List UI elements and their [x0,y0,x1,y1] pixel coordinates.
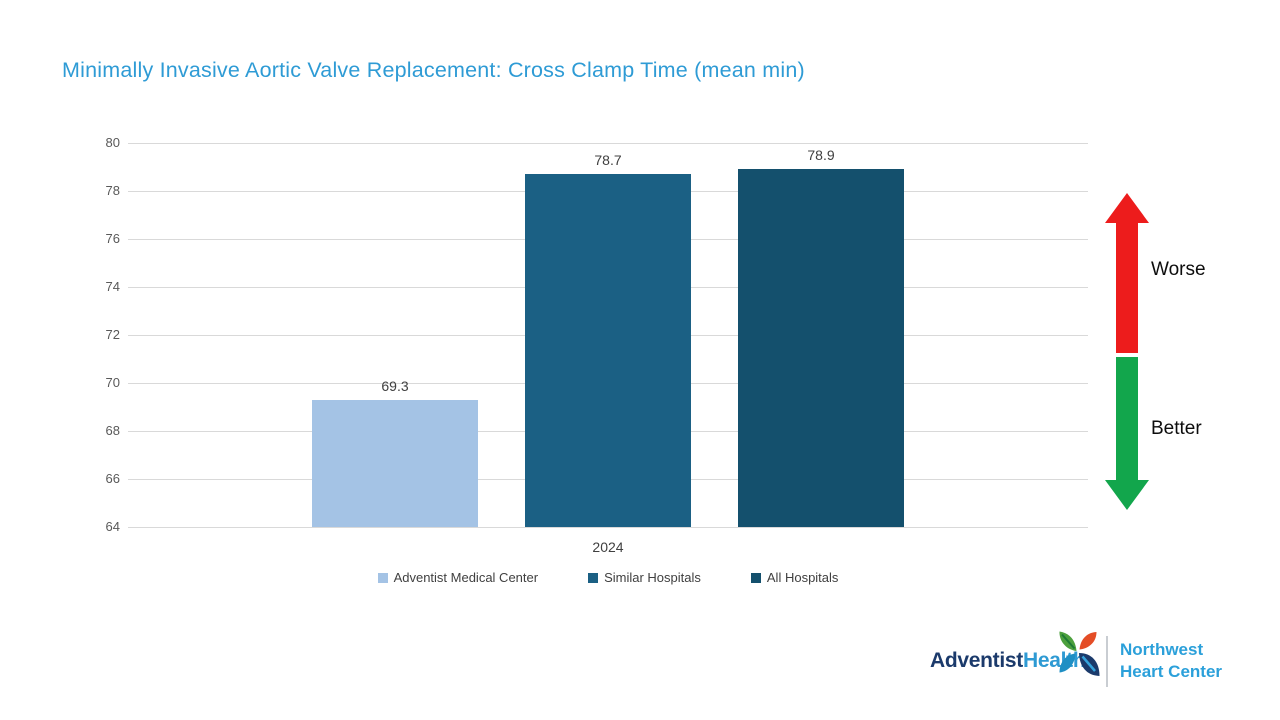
worse-label: Worse [1151,259,1206,280]
y-axis-tick-label: 70 [105,375,120,390]
legend-swatch-icon [377,572,388,583]
bar-similar-hospitals [525,174,691,527]
bar-value-label: 78.7 [594,152,622,169]
bar-adventist-medical-center [312,399,478,527]
legend-label: All Hospitals [766,570,839,585]
legend-swatch-icon [588,572,599,583]
better-arrow-down-icon [1105,357,1149,510]
worse-arrow-up-icon [1105,193,1149,353]
brand-adventist-text: Adventist [930,649,1023,672]
footer-divider [1106,636,1108,687]
bar-all-hospitals [738,169,904,527]
legend-label: Adventist Medical Center [393,570,539,585]
legend: Adventist Medical Center Similar Hospital… [128,570,1088,585]
x-axis-category-label: 2024 [592,539,624,555]
legend-item-similar-hospitals: Similar Hospitals [588,570,701,585]
y-axis-tick-label: 80 [105,135,120,150]
org-name: Northwest Heart Center [1120,639,1222,683]
bar-value-label: 69.3 [381,377,409,394]
y-axis-tick-label: 74 [105,279,120,294]
bar-chart-plot-area: 64 66 68 70 72 74 76 78 80 69.3 78.7 78.9 [106,135,1088,534]
y-axis-tick-label: 72 [105,327,120,342]
org-name-line2: Heart Center [1120,662,1223,681]
gridline [128,526,1088,528]
y-axis-tick-label: 76 [105,231,120,246]
y-axis-tick-label: 66 [105,471,120,486]
better-worse-indicator [1105,193,1149,510]
y-axis-tick-label: 68 [105,423,120,438]
chart-title: Minimally Invasive Aortic Valve Replacem… [62,58,805,82]
gridline [128,142,1088,144]
legend-swatch-icon [750,572,761,583]
y-axis-tick-label: 78 [105,183,120,198]
better-label: Better [1151,418,1202,439]
bar-value-label: 78.9 [807,147,835,164]
adventist-health-pinwheel-leaf-icon [1059,631,1100,676]
legend-item-adventist-medical-center: Adventist Medical Center [377,570,539,585]
legend-item-all-hospitals: All Hospitals [750,570,839,585]
legend-label: Similar Hospitals [604,570,701,585]
y-axis-tick-label: 64 [105,519,120,534]
org-name-line1: Northwest [1120,640,1204,659]
